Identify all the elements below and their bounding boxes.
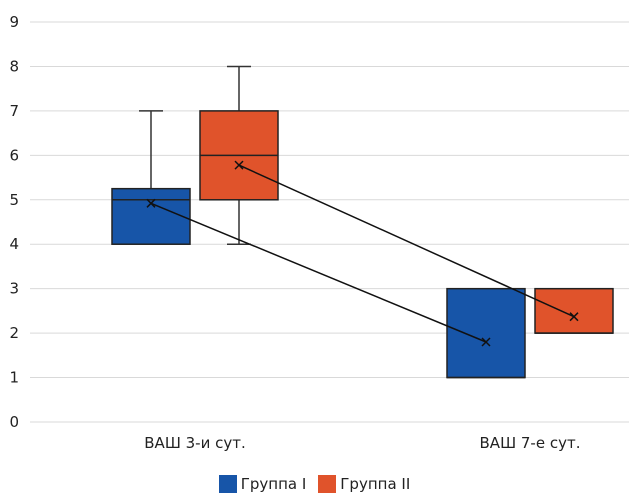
y-tick-label: 4 <box>9 235 19 253</box>
box-body <box>111 187 191 245</box>
legend-label-group-1: Группа I <box>240 475 307 493</box>
y-tick-label: 0 <box>9 413 19 431</box>
legend: Группа I Группа II <box>0 474 629 494</box>
box-1-1 <box>111 110 191 245</box>
x-category-label: ВАШ 7-е сут. <box>480 434 581 452</box>
box-1-2 <box>446 287 526 379</box>
y-axis-ticks: 0 1 2 3 4 5 6 7 8 9 <box>9 13 19 431</box>
boxes <box>111 65 614 379</box>
mean-marker <box>234 160 244 170</box>
y-tick-label: 2 <box>9 324 19 342</box>
legend-swatch-group-2 <box>318 475 337 493</box>
box-body <box>534 287 614 334</box>
box-2-1 <box>199 65 279 245</box>
y-tick-label: 7 <box>9 102 19 120</box>
legend-item-group-1: Группа I <box>218 475 307 493</box>
y-tick-label: 9 <box>9 13 19 31</box>
mean-marker <box>569 312 579 322</box>
y-tick-label: 6 <box>9 146 19 164</box>
box-2-2 <box>534 287 614 334</box>
legend-label-group-2: Группа II <box>340 475 411 493</box>
mean-marker <box>146 198 156 208</box>
mean-trend-line-1 <box>150 202 487 343</box>
x-axis-categories: ВАШ 3-и сут. ВАШ 7-е сут. <box>144 434 580 452</box>
mean-trend-line-2 <box>238 164 575 318</box>
y-tick-label: 3 <box>9 280 19 298</box>
legend-item-group-2: Группа II <box>318 475 410 493</box>
y-tick-label: 5 <box>9 191 19 209</box>
x-category-label: ВАШ 3-и сут. <box>144 434 245 452</box>
legend-swatch-group-1 <box>218 475 237 493</box>
mean-marker <box>481 337 491 347</box>
y-tick-label: 8 <box>9 57 19 75</box>
mean-lines <box>146 160 579 347</box>
y-tick-label: 1 <box>9 369 19 387</box>
box-body <box>446 287 526 379</box>
